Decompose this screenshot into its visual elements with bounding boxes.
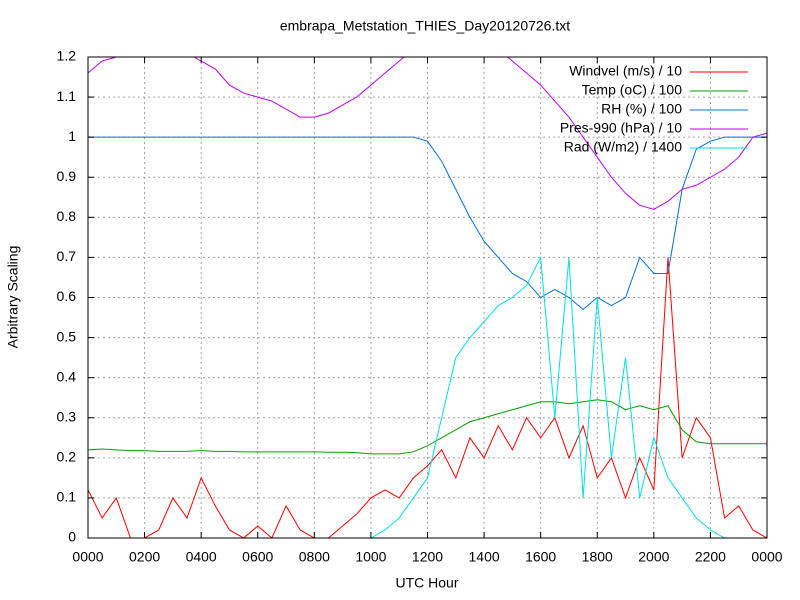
- x-axis-label: UTC Hour: [395, 575, 458, 591]
- x-tick-label: 1400: [469, 549, 500, 565]
- y-tick-label: 0.8: [57, 208, 77, 224]
- x-tick-label: 0600: [242, 549, 273, 565]
- x-tick-label: 0400: [186, 549, 217, 565]
- x-tick-label: 2200: [695, 549, 726, 565]
- series-line: [88, 257, 767, 538]
- x-tick-label: 1200: [412, 549, 443, 565]
- y-tick-label: 0.5: [57, 328, 77, 344]
- legend-label: Temp (oC) / 100: [582, 82, 683, 98]
- series-line: [88, 399, 767, 455]
- x-tick-label: 0200: [129, 549, 160, 565]
- legend-label: Pres-990 (hPa) / 10: [560, 120, 682, 136]
- y-tick-label: 0.1: [57, 489, 77, 505]
- y-tick-label: 0.9: [57, 168, 77, 184]
- x-tick-label: 1000: [355, 549, 386, 565]
- series-line: [88, 136, 767, 311]
- x-tick-label: 0000: [751, 549, 782, 565]
- legend-label: Rad (W/m2) / 1400: [564, 139, 682, 155]
- x-tick-label: 0000: [72, 549, 103, 565]
- y-tick-label: 0.3: [57, 408, 77, 424]
- x-tick-label: 2000: [638, 549, 669, 565]
- y-tick-label: 1.1: [57, 88, 77, 104]
- y-tick-label: 1: [68, 128, 76, 144]
- x-tick-label: 1600: [525, 549, 556, 565]
- y-tick-label: 1.2: [57, 48, 77, 64]
- y-axis-label: Arbitrary Scaling: [5, 246, 21, 349]
- legend-label: RH (%) / 100: [601, 101, 682, 117]
- series-line: [88, 255, 767, 538]
- y-tick-label: 0.2: [57, 449, 77, 465]
- y-tick-label: 0.6: [57, 288, 77, 304]
- y-tick-label: 0: [68, 529, 76, 545]
- y-tick-label: 0.4: [57, 368, 77, 384]
- y-tick-label: 0.7: [57, 248, 77, 264]
- x-tick-label: 0800: [299, 549, 330, 565]
- chart-title: embrapa_Metstation_THIES_Day20120726.txt: [280, 18, 570, 34]
- x-tick-label: 1800: [582, 549, 613, 565]
- legend-label: Windvel (m/s) / 10: [569, 63, 682, 79]
